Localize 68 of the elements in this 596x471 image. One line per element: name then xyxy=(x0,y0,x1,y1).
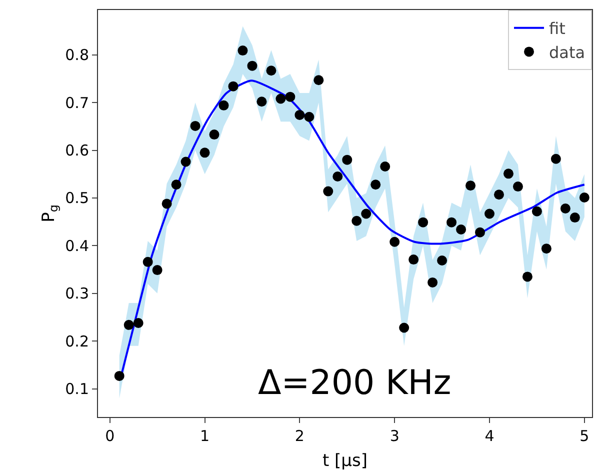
point xyxy=(266,66,276,76)
point xyxy=(332,172,343,182)
point xyxy=(352,216,362,226)
point xyxy=(285,92,296,102)
point xyxy=(152,265,162,276)
point xyxy=(323,186,334,196)
point xyxy=(550,154,561,164)
point xyxy=(218,100,229,110)
point xyxy=(142,256,153,267)
point xyxy=(171,180,182,190)
y-tick-label: 0.5 xyxy=(65,189,89,208)
point xyxy=(124,320,134,330)
x-tick-label: 0 xyxy=(105,427,115,445)
point xyxy=(228,81,238,92)
point xyxy=(342,154,352,165)
point xyxy=(484,208,494,219)
point xyxy=(428,277,438,288)
point xyxy=(494,190,504,200)
point xyxy=(466,180,476,191)
point xyxy=(256,96,267,107)
point xyxy=(180,156,191,167)
point xyxy=(437,256,448,266)
point xyxy=(114,370,124,381)
point xyxy=(579,192,590,203)
point xyxy=(247,60,258,71)
point xyxy=(456,224,466,234)
legend-label: fit xyxy=(549,19,566,38)
y-tick-label: 0.6 xyxy=(65,142,89,160)
y-tick-label: 0.3 xyxy=(65,284,89,303)
point xyxy=(304,112,314,122)
point xyxy=(532,206,542,216)
point xyxy=(361,208,372,219)
x-tick-label: 2 xyxy=(294,427,304,445)
x-tick-label: 4 xyxy=(484,427,494,445)
point xyxy=(209,130,220,140)
y-tick-label: 0.1 xyxy=(65,380,89,398)
point xyxy=(503,168,514,179)
point xyxy=(522,272,532,282)
point xyxy=(370,180,381,190)
y-tick-label: 0.7 xyxy=(65,94,89,112)
point xyxy=(418,217,428,228)
point xyxy=(475,227,486,238)
point xyxy=(190,120,200,131)
y-tick-label: 0.8 xyxy=(65,46,89,64)
point xyxy=(133,318,144,328)
point xyxy=(408,254,419,265)
point xyxy=(570,212,580,223)
point xyxy=(294,110,305,120)
point xyxy=(314,75,324,86)
point xyxy=(276,94,286,104)
point xyxy=(390,236,400,247)
y-tick-label: 0.4 xyxy=(65,236,89,255)
x-tick-label: 3 xyxy=(390,427,400,445)
point xyxy=(238,46,248,56)
annotation: Δ=200 KHz xyxy=(258,363,452,403)
point xyxy=(200,148,210,158)
point xyxy=(399,322,410,333)
point xyxy=(446,217,457,228)
point xyxy=(162,198,172,209)
x-tick-label: 1 xyxy=(200,427,210,445)
x-axis-title: t [μs] xyxy=(322,451,368,471)
point xyxy=(541,244,552,254)
point xyxy=(380,162,390,172)
legend-label: data xyxy=(549,42,586,62)
x-tick-label: 5 xyxy=(580,427,590,445)
point xyxy=(560,203,570,214)
y-tick-label: 0.2 xyxy=(65,332,89,350)
point xyxy=(512,182,523,192)
